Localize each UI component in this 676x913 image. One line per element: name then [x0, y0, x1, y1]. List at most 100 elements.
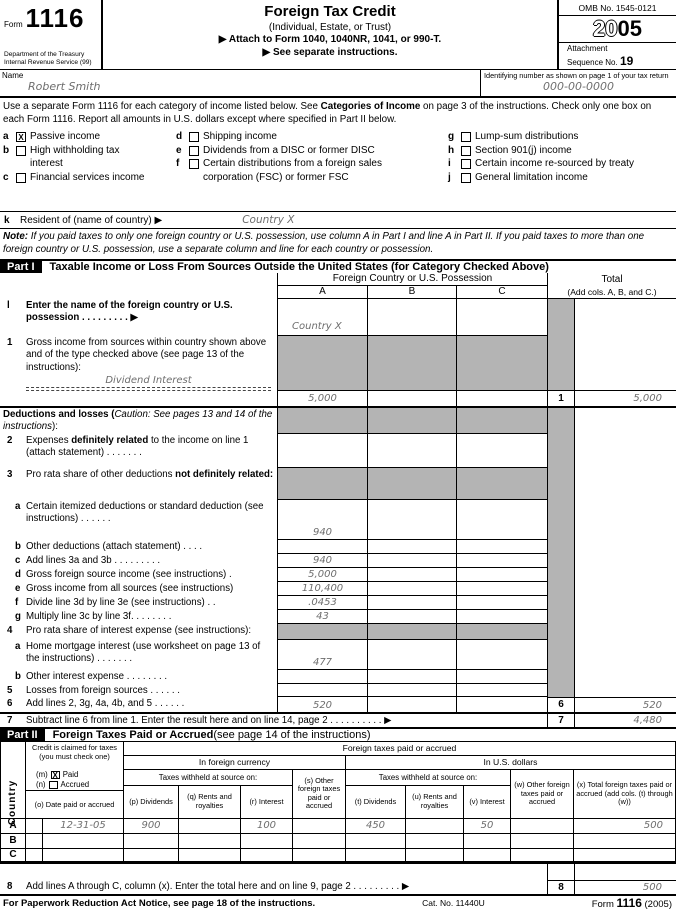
part1-col-c: C [456, 285, 547, 299]
line-8-total-field[interactable]: 500 [575, 879, 676, 894]
category-h-checkbox[interactable] [461, 145, 471, 156]
line-3f-colB-field[interactable] [367, 595, 456, 610]
line-3g-colB-field[interactable] [367, 609, 456, 624]
name-field[interactable]: Robert Smith [28, 80, 101, 93]
category-i-checkbox[interactable] [461, 159, 471, 170]
row-C-p-field[interactable] [124, 848, 179, 861]
line-4b-colA-field[interactable] [277, 669, 367, 684]
line-5-colC-field[interactable] [456, 683, 547, 697]
row-C-w-field[interactable] [511, 848, 574, 861]
line-3a-colA-field[interactable]: 940 [277, 499, 367, 540]
line-3f-colA-field[interactable]: .0453 [277, 595, 367, 610]
line-4a-colB-field[interactable] [367, 639, 456, 670]
line-3a-colC-field[interactable] [456, 499, 547, 540]
line-5-colA-field[interactable] [277, 683, 367, 697]
line-4a-colC-field[interactable] [456, 639, 547, 670]
row-B-w-field[interactable] [511, 833, 574, 848]
line-3d-colC-field[interactable] [456, 567, 547, 582]
line-2-colA-field[interactable] [277, 433, 367, 468]
category-d-checkbox[interactable] [189, 132, 199, 143]
line-l-colA-field[interactable]: Country X [277, 298, 367, 336]
line-3e-colC-field[interactable] [456, 581, 547, 596]
line-3b-colC-field[interactable] [456, 539, 547, 554]
part1-bar: Part I Taxable Income or Loss From Sourc… [0, 258, 676, 273]
category-e-checkbox[interactable] [189, 145, 199, 156]
line-3c-colA-field[interactable]: 940 [277, 553, 367, 568]
category-a-checkbox[interactable]: X [16, 132, 26, 143]
row-B-u-field[interactable] [406, 833, 464, 848]
row-C-v-field[interactable] [464, 848, 511, 861]
line-6-colA-field[interactable]: 520 [277, 696, 367, 712]
row-B-v-field[interactable] [464, 833, 511, 848]
row-B-s-field[interactable] [293, 833, 346, 848]
row-A-r-field[interactable]: 100 [241, 818, 293, 833]
line-3e-colA-field[interactable]: 110,400 [277, 581, 367, 596]
line-3f-colC-field[interactable] [456, 595, 547, 610]
row-B-date-field[interactable] [43, 833, 124, 848]
category-j-checkbox[interactable] [461, 172, 471, 183]
row-B-x-field[interactable] [574, 834, 675, 848]
resident-country-field[interactable]: Country X [242, 214, 295, 227]
line-4b-colB-field[interactable] [367, 669, 456, 684]
line-2-colC-field[interactable] [456, 433, 547, 468]
line-6-total-field[interactable]: 520 [575, 696, 676, 712]
line-1-colB-field[interactable] [368, 389, 456, 406]
line-3e-colB-field[interactable] [367, 581, 456, 596]
line-6-colB-field[interactable] [367, 696, 456, 712]
row-C-u-field[interactable] [406, 848, 464, 861]
line-7-total-field[interactable]: 4,480 [633, 714, 662, 726]
row-B-r-field[interactable] [241, 833, 293, 848]
category-f-checkbox[interactable] [189, 159, 199, 170]
line-3g-colA-field[interactable]: 43 [277, 609, 367, 624]
line-3c-colC-field[interactable] [456, 553, 547, 568]
row-C-q-field[interactable] [179, 848, 241, 861]
line-3g-colC-field[interactable] [456, 609, 547, 624]
line-3d-colB-field[interactable] [367, 567, 456, 582]
category-j-general-limitation: j General limitation income [448, 171, 588, 183]
line-6-colC-field[interactable] [456, 696, 547, 712]
category-g-checkbox[interactable] [461, 132, 471, 143]
part1-total-header: Total [547, 272, 676, 286]
omb-number: OMB No. 1545-0121 [559, 0, 676, 16]
line-1-colC-field[interactable] [457, 389, 547, 406]
line-3a-colB-field[interactable] [367, 499, 456, 540]
line-5-colB-field[interactable] [367, 683, 456, 697]
row-A-s-field[interactable] [293, 818, 346, 833]
row-A-t-field[interactable]: 450 [346, 818, 406, 833]
row-A-w-field[interactable] [511, 818, 574, 833]
line-4a-colA-field[interactable]: 477 [277, 639, 367, 670]
line-1-colA-field[interactable]: 5,000 [278, 389, 367, 406]
accrued-checkbox[interactable] [48, 780, 58, 789]
line-2-colB-field[interactable] [367, 433, 456, 468]
line-4b-colC-field[interactable] [456, 669, 547, 684]
line-1-desc: 1 Gross income from sources within countr… [0, 336, 277, 406]
line-1-written-field[interactable]: Dividend Interest [26, 375, 271, 389]
line-3d-colA-field[interactable]: 5,000 [277, 567, 367, 582]
row-C-s-field[interactable] [293, 848, 346, 861]
category-b-checkbox[interactable] [16, 145, 26, 156]
row-A-q-field[interactable] [179, 818, 241, 833]
row-A-date-field[interactable]: 12-31-05 [43, 818, 124, 833]
row-C-x-field[interactable] [574, 849, 675, 861]
row-C-t-field[interactable] [346, 848, 406, 861]
row-A-u-field[interactable] [406, 818, 464, 833]
row-B-t-field[interactable] [346, 833, 406, 848]
line-3b-colA-field[interactable] [277, 539, 367, 554]
category-c-checkbox[interactable] [16, 172, 26, 183]
line-3c-colB-field[interactable] [367, 553, 456, 568]
line-3b-colB-field[interactable] [367, 539, 456, 554]
row-B-q-field[interactable] [179, 833, 241, 848]
line-l-colC-field[interactable] [456, 298, 547, 336]
row-C-r-field[interactable] [241, 848, 293, 861]
line-1-total-field[interactable]: 5,000 [575, 389, 676, 406]
row-A-x-field[interactable]: 500 [643, 820, 663, 832]
identifying-number-field[interactable]: 000-00-0000 [543, 80, 614, 93]
paid-checkbox[interactable]: X [50, 770, 60, 780]
row-B-p-field[interactable] [124, 833, 179, 848]
row-A-v-field[interactable]: 50 [464, 818, 511, 833]
line-l-colB-field[interactable] [367, 298, 456, 336]
line-3g-label: Multiply line 3c by line 3f. . . . . . .… [26, 610, 172, 622]
part1-col-a: A [277, 285, 367, 299]
row-A-p-field[interactable]: 900 [124, 818, 179, 833]
row-C-date-field[interactable] [43, 848, 124, 861]
